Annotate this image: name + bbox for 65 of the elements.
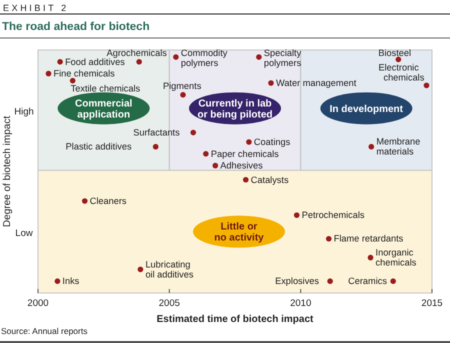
point [46,70,52,76]
point [424,82,430,88]
chart-title: The road ahead for biotech [2,21,150,33]
annotation: Water management [276,78,357,88]
annotation: Catalysts [250,174,289,185]
annotation: Inorganic chemicals [376,248,417,268]
annotation: Petrochemicals [302,210,365,220]
point [212,162,218,168]
annotation: Commodity polymers [180,48,228,68]
annotation: Cleaners [90,196,127,206]
point [268,80,274,86]
x-tick-label: 2015 [421,298,443,309]
band-label: In development [330,104,404,115]
point [368,254,374,260]
annotation: Surfactants [133,128,180,138]
annotation: Adhesives [220,160,264,171]
annotation: Biosteel [378,48,412,58]
point [390,278,396,284]
point [203,151,209,157]
annotation: Pigments [162,80,202,91]
point [136,58,142,65]
point [173,54,179,60]
annotation: Agrochemicals [106,48,168,58]
annotation: Electronic chemicals [378,62,425,82]
annotation: Coatings [254,137,291,148]
point [82,198,88,204]
annotation: Plastic additives [66,142,132,152]
annotation: Explosives [275,276,320,286]
band-label: Currently in lab or being piloted [198,98,272,120]
point [242,176,249,183]
annotation: Food additives [65,56,126,67]
y-axis-title: Degree of biotech impact [2,116,13,228]
annotation: Specialty polymers [264,48,302,68]
x-tick-label: 2000 [27,298,49,309]
point [57,58,63,65]
annotation: Membrane materials [376,136,420,157]
point [54,278,60,284]
point [152,144,158,150]
point [246,139,252,145]
x-tick-label: 2005 [158,298,180,309]
point [396,56,402,62]
x-axis-title: Estimated time of biotech impact [156,314,314,325]
point [368,144,374,150]
band-label: Little or no activity [214,222,264,244]
point [190,130,196,136]
annotation: Textile chemicals [70,84,141,94]
annotation: Lubricating oil additives [145,259,194,280]
annotation: Paper chemicals [210,148,280,159]
point [180,92,186,98]
x-tick-label: 2010 [290,298,312,309]
annotation: Flame retardants [334,234,404,244]
band-label: Commercial application [75,98,133,120]
source-note: Source: Annual reports [1,326,88,336]
annotation: Inks [62,276,80,286]
chart-subtitle: EXHIBIT 2 [3,3,69,13]
point [138,266,144,272]
text: High [14,106,34,118]
point [326,236,332,242]
annotation: Ceramics [348,276,388,286]
annotation: Fine chemicals [54,68,116,79]
text: Low [15,228,33,239]
point [327,278,333,284]
point [70,78,76,84]
point [256,54,262,60]
point [294,212,300,218]
